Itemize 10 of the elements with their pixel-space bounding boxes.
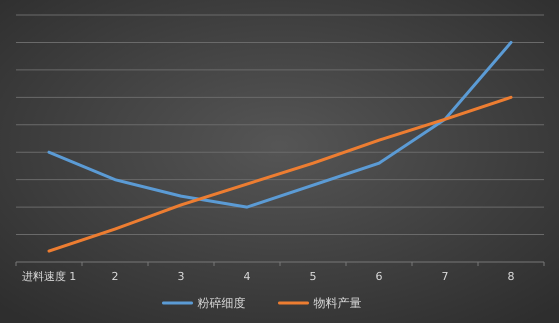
x-tick-label: 进料速度 1 (22, 270, 76, 283)
legend-label: 物料产量 (314, 296, 362, 310)
x-tick-label: 3 (178, 270, 184, 283)
x-tick-label: 6 (376, 270, 382, 283)
x-tick-label: 4 (244, 270, 250, 283)
legend-label: 粉碎细度 (198, 296, 246, 310)
x-tick-label: 8 (508, 270, 514, 283)
x-tick-label: 5 (310, 270, 316, 283)
x-tick-label: 2 (112, 270, 118, 283)
x-tick-label: 7 (442, 270, 448, 283)
